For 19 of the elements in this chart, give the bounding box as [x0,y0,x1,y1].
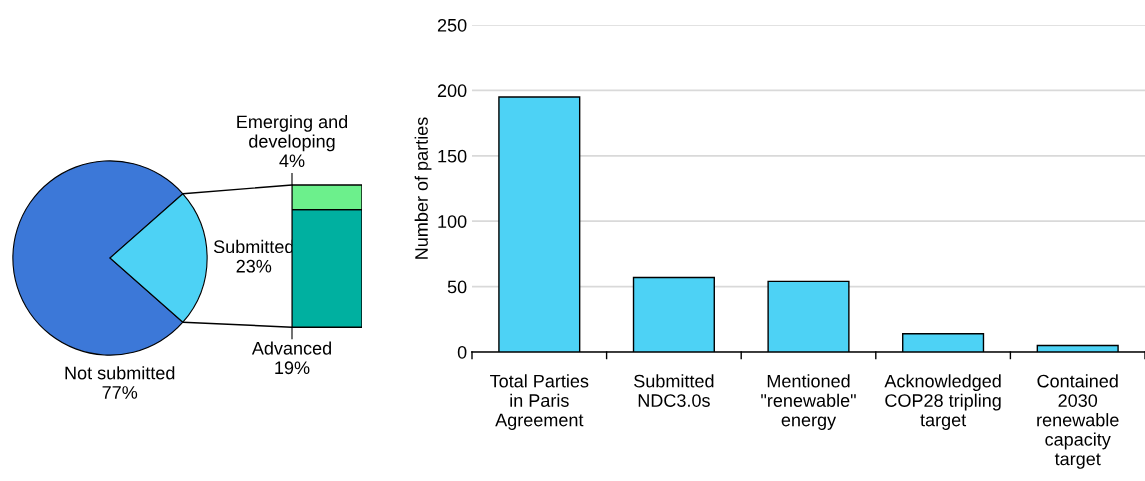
series-label: Advanced [251,341,331,355]
x-tick-label: Contained 2030 renewable capacity target [1037,374,1119,469]
x-tick-label: Total Parties in Paris Agreement [490,374,589,430]
slice-label: Not submitted [65,366,175,380]
y-tick-label: 150 [438,149,467,163]
y-tick-label: 200 [437,84,467,98]
x-tick-label: Mentioned "renewable" energy [761,374,856,430]
y-tick-label: 250 [437,18,467,32]
x-tick-label: Submitted NDC3.0s [634,374,714,407]
data-label: 19% [275,361,310,375]
y-tick-label: 0 [457,345,467,359]
data-label: 23% [236,259,272,273]
y-axis-title: Number of parties [414,117,432,259]
y-tick-label: 50 [447,280,467,294]
data-label: 4% [279,154,305,168]
data-label: 77% [102,386,138,399]
x-tick-label: Acknowledged COP28 tripling target [884,374,1001,430]
series-label: Emerging and developing [237,114,348,152]
y-tick-label: 100 [438,215,467,228]
